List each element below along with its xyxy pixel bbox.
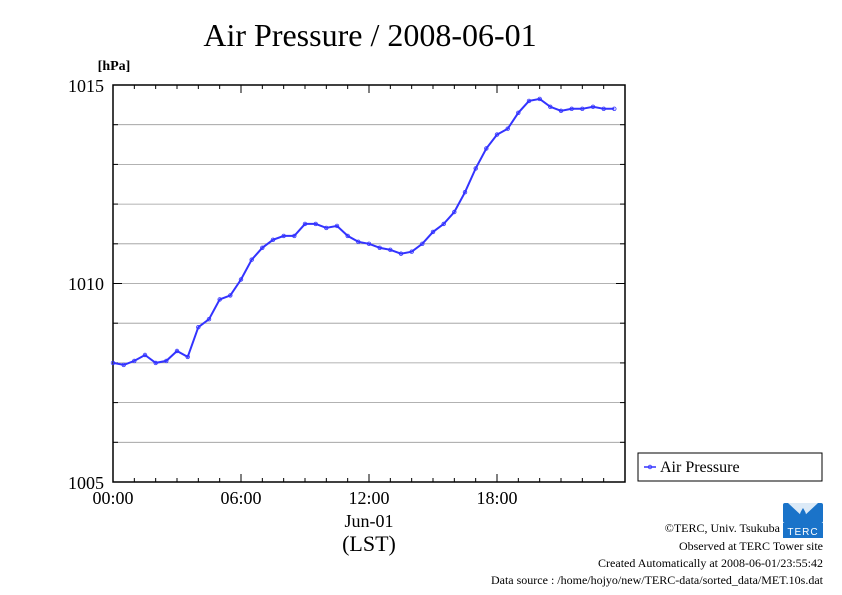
footer-observed: Observed at TERC Tower site	[679, 539, 823, 553]
data-point	[398, 251, 404, 256]
data-point	[260, 245, 265, 250]
data-point	[494, 132, 500, 137]
data-point	[281, 233, 286, 239]
chart-title: Air Pressure / 2008-06-01	[203, 17, 536, 53]
y-axis-unit: [hPa]	[98, 59, 131, 74]
data-point	[430, 229, 436, 235]
footer-credit: ©TERC, Univ. Tsukuba	[665, 521, 781, 535]
data-point	[228, 293, 233, 298]
date-label: Jun-01	[345, 511, 394, 531]
data-point	[270, 237, 276, 242]
legend-box	[637, 452, 823, 482]
data-point	[569, 106, 574, 111]
y-tick-label: 1005	[68, 473, 104, 493]
data-point	[110, 360, 116, 366]
terc-logo: TERC	[783, 503, 823, 538]
grid	[113, 124, 625, 443]
data-point	[548, 104, 553, 109]
data-point	[420, 241, 425, 246]
data-point	[526, 98, 532, 104]
logo-text: TERC	[787, 527, 818, 538]
x-tick-label: 00:00	[92, 488, 133, 508]
logo-text-bg	[783, 523, 823, 538]
drop-icon	[799, 508, 807, 519]
data-point	[324, 225, 329, 231]
footer-created: Created Automatically at 2008-06-01/23:5…	[598, 556, 823, 570]
data-point	[537, 96, 542, 102]
x-tick-label: 18:00	[476, 488, 517, 508]
series-air-pressure	[110, 96, 617, 368]
data-point	[185, 354, 190, 360]
data-point	[580, 106, 585, 111]
data-point	[590, 104, 596, 109]
data-point	[196, 325, 201, 330]
x-tick-label: 06:00	[220, 488, 261, 508]
legend: Air Pressure	[637, 452, 823, 482]
data-point	[174, 348, 180, 354]
data-point	[462, 189, 468, 195]
data-point	[142, 352, 148, 358]
data-point	[452, 209, 457, 215]
y-tick-label: 1015	[68, 76, 104, 96]
data-point	[516, 110, 521, 115]
data-point	[356, 239, 361, 244]
data-point	[505, 126, 510, 131]
data-point	[388, 247, 393, 252]
data-point	[334, 223, 340, 229]
data-point	[366, 241, 372, 246]
y-tick-label: 1010	[68, 274, 104, 294]
x-axis-label: (LST)	[342, 531, 396, 556]
data-point	[313, 221, 318, 227]
footer-source: Data source : /home/hojyo/new/TERC-data/…	[491, 573, 824, 587]
ticks	[112, 84, 626, 483]
data-point	[377, 245, 382, 250]
data-point	[302, 221, 308, 227]
data-point	[217, 297, 222, 302]
data-point	[484, 146, 489, 151]
series-line	[112, 97, 615, 366]
data-point	[164, 358, 169, 364]
data-point	[601, 106, 606, 111]
data-point	[558, 108, 564, 113]
data-point	[345, 233, 350, 239]
data-point	[409, 249, 414, 254]
data-point	[612, 106, 617, 111]
data-point	[121, 362, 126, 368]
data-point	[473, 166, 478, 171]
data-point	[153, 360, 158, 366]
legend-marker-swatch	[647, 464, 653, 470]
data-point	[292, 233, 297, 239]
legend-label: Air Pressure	[660, 459, 740, 476]
data-point	[132, 358, 137, 364]
data-point	[206, 317, 212, 322]
x-tick-label: 12:00	[348, 488, 389, 508]
data-point	[238, 277, 244, 282]
data-point	[441, 221, 446, 227]
data-point	[249, 257, 254, 262]
